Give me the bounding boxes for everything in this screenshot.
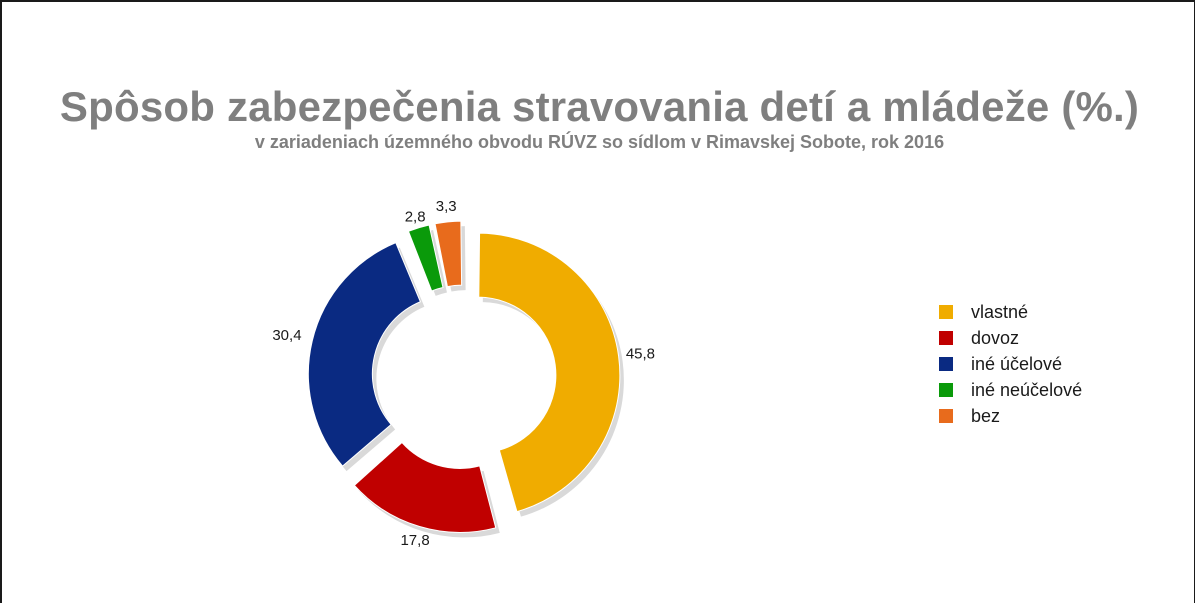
legend-label: bez [971, 405, 1001, 426]
legend-swatch [939, 383, 953, 397]
legend-item: iné účelové [939, 351, 1082, 377]
slice-bez [434, 220, 463, 288]
slice-iné-neúčelové [407, 224, 444, 292]
legend-item: vlastné [939, 299, 1082, 325]
data-label: 3,3 [436, 198, 457, 215]
slice-vlastné [478, 232, 621, 513]
data-label: 30,4 [272, 327, 301, 344]
legend-swatch [939, 357, 953, 371]
data-label: 17,8 [400, 532, 429, 549]
legend-swatch [939, 331, 953, 345]
legend-label: dovoz [971, 327, 1020, 348]
chart-legend: vlastné dovoz iné účelové iné neúčelové bez [939, 299, 1082, 429]
slice-dovoz [353, 441, 497, 533]
legend-label: iné neúčelové [971, 379, 1083, 400]
data-label: 45,8 [626, 345, 655, 362]
legend-label: iné účelové [971, 353, 1063, 374]
legend-item: dovoz [939, 325, 1082, 351]
legend-swatch [939, 409, 953, 423]
chart-title: Spôsob zabezpečenia stravovania detí a m… [59, 83, 1140, 130]
legend-swatch [939, 305, 953, 319]
legend-item: bez [939, 403, 1082, 429]
legend-item: iné neúčelové [939, 377, 1082, 403]
data-label: 2,8 [405, 208, 426, 225]
slice-iné-účelové [307, 242, 422, 467]
legend-label: vlastné [971, 301, 1029, 322]
chart-subtitle: v zariadeniach územného obvodu RÚVZ so s… [254, 132, 945, 152]
